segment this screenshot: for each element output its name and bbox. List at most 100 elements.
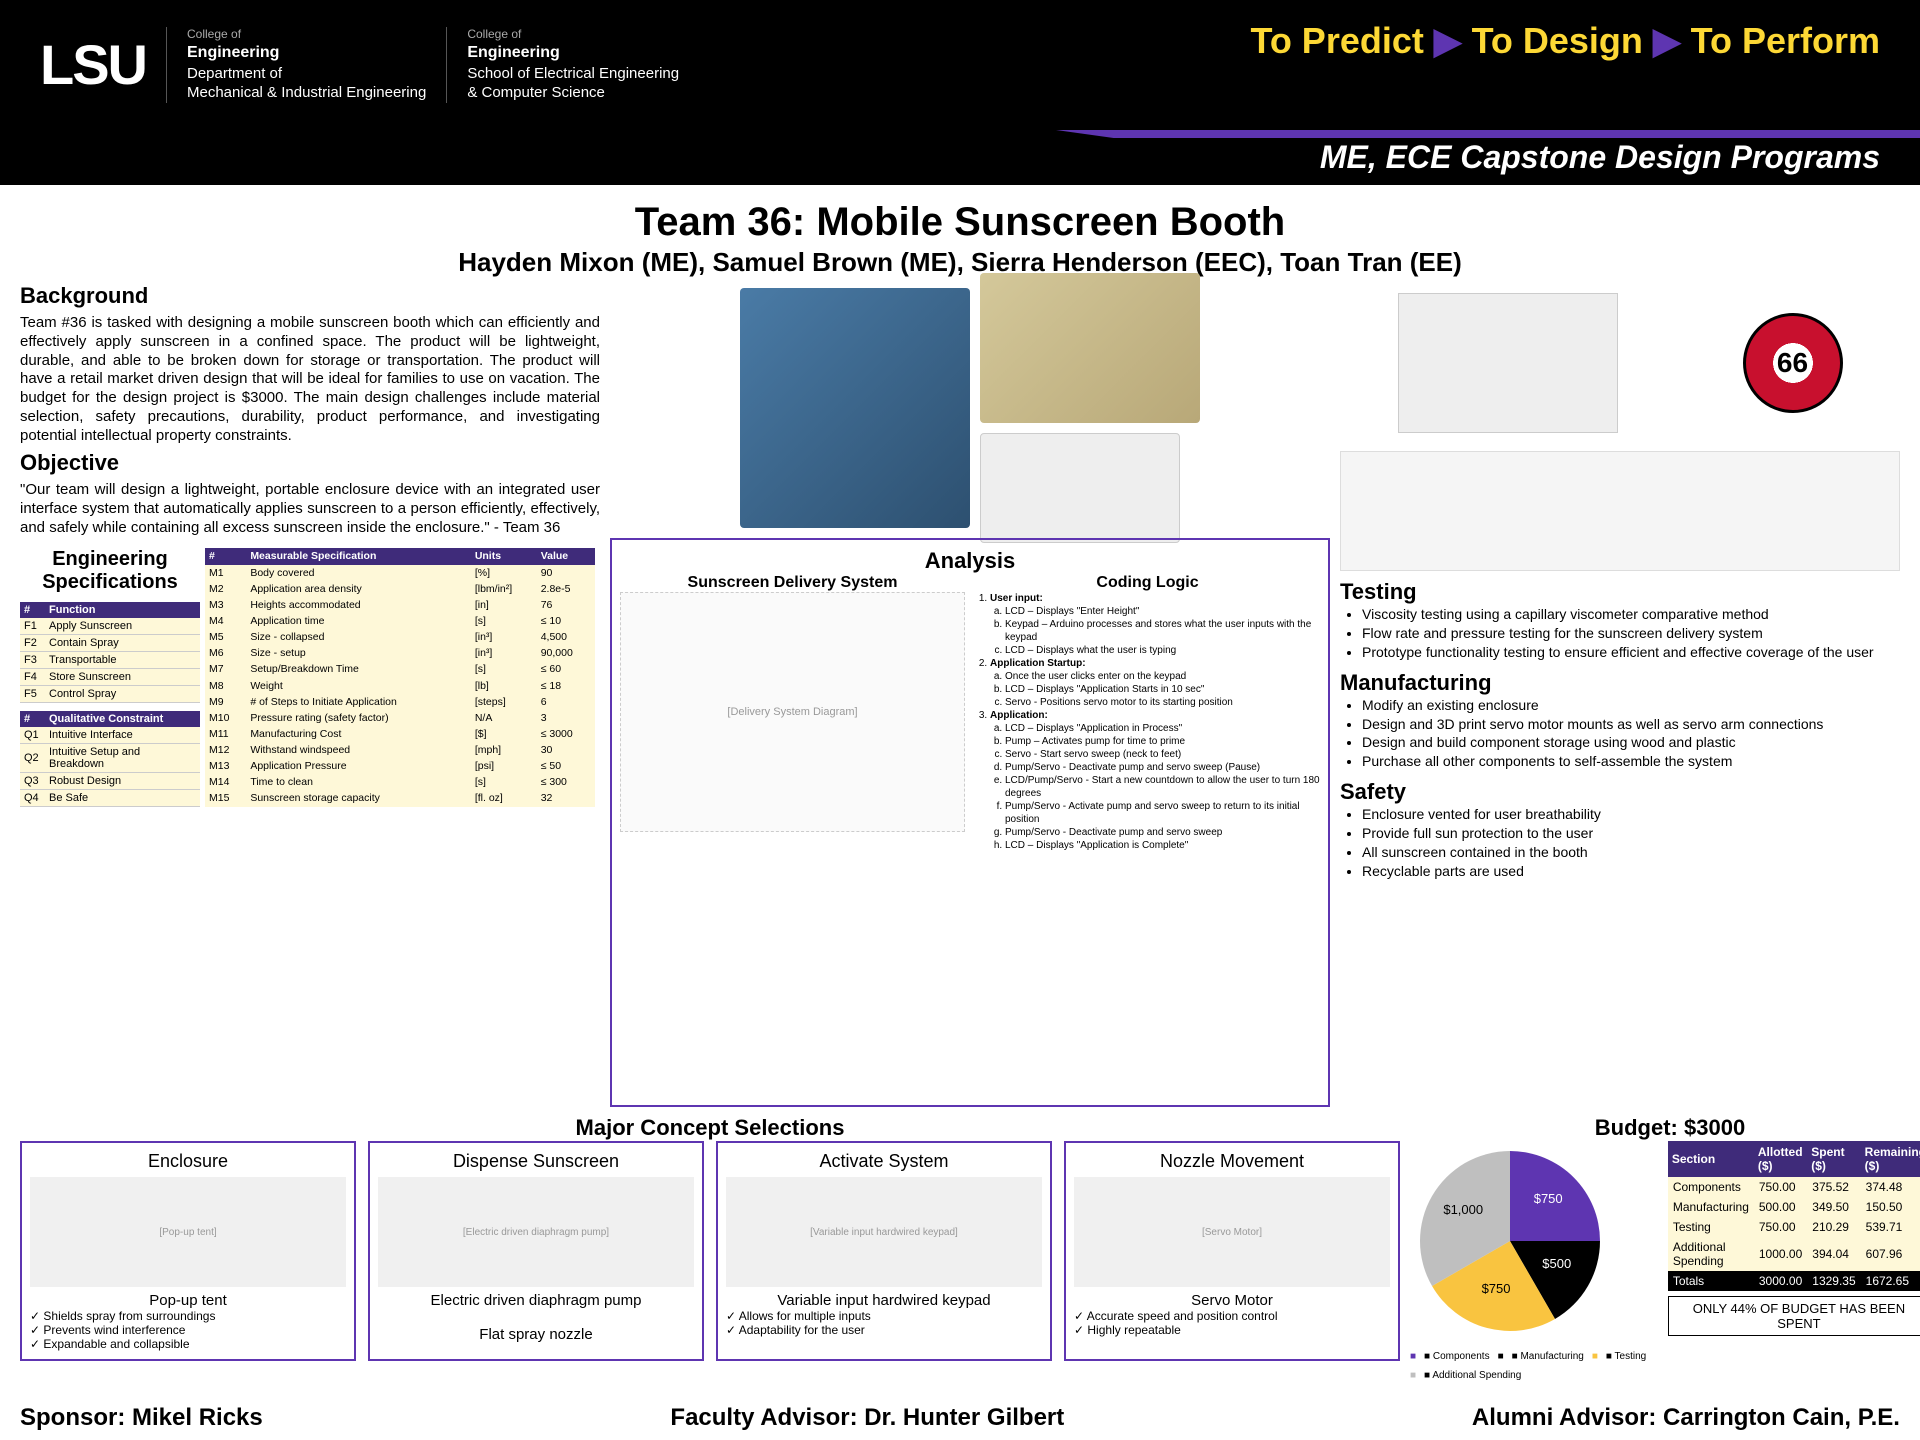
concept-image: [Variable input hardwired keypad] xyxy=(726,1177,1042,1287)
authors: Hayden Mixon (ME), Samuel Brown (ME), Si… xyxy=(20,247,1900,278)
safety-section: Safety Enclosure vented for user breatha… xyxy=(1340,779,1900,881)
list-item: Servo - Positions servo motor to its sta… xyxy=(1005,696,1320,709)
list-item: Allows for multiple inputs xyxy=(726,1309,1042,1323)
concept-image: [Pop-up tent] xyxy=(30,1177,346,1287)
list-item: Accurate speed and position control xyxy=(1074,1309,1390,1323)
table-row: M9# of Steps to Initiate Application[ste… xyxy=(205,694,595,710)
title-row: Team 36: Mobile Sunscreen Booth Hayden M… xyxy=(20,200,1900,278)
list-item: LCD – Displays "Application is Complete" xyxy=(1005,839,1320,852)
list-item: Prevents wind interference xyxy=(30,1323,346,1337)
table-row: M13Application Pressure[psi]≤ 50 xyxy=(205,758,595,774)
list-item: Once the user clicks enter on the keypad xyxy=(1005,670,1320,683)
budget-section: $750$500$750$1,000 ComponentsManufacturi… xyxy=(1410,1141,1920,1381)
concept-title: Enclosure xyxy=(148,1151,228,1172)
concepts-wrapper: Major Concept Selections Enclosure [Pop-… xyxy=(20,1115,1400,1381)
list-item: Shields spray from surroundings xyxy=(30,1309,346,1323)
sponsor-logos: 66 xyxy=(1340,283,1900,443)
bottom-section: Major Concept Selections Enclosure [Pop-… xyxy=(20,1115,1900,1381)
photo-row xyxy=(610,283,1330,533)
list-item: Modify an existing enclosure xyxy=(1362,696,1900,715)
concept-card: Activate System [Variable input hardwire… xyxy=(716,1141,1052,1361)
concept-title: Activate System xyxy=(819,1151,948,1172)
table-row: M10Pressure rating (safety factor)N/A3 xyxy=(205,710,595,726)
spec-left-tables: Engineering Specifications #Function F1A… xyxy=(20,548,200,807)
list-item: LCD – Displays "Application Starts in 10… xyxy=(1005,683,1320,696)
concept-card: Dispense Sunscreen [Electric driven diap… xyxy=(368,1141,704,1361)
list-item: Pump/Servo - Deactivate pump and servo s… xyxy=(1005,826,1320,839)
poster: LSU College of Engineering Department of… xyxy=(0,0,1920,1440)
logo-block: LSU College of Engineering Department of… xyxy=(40,27,679,102)
concept-image: [Servo Motor] xyxy=(1074,1177,1390,1287)
list-item: Keypad – Arduino processes and stores wh… xyxy=(1005,618,1320,644)
table-row: M7Setup/Breakdown Time[s]≤ 60 xyxy=(205,661,595,677)
pie-wrapper: $750$500$750$1,000 ComponentsManufacturi… xyxy=(1410,1141,1658,1381)
dept-mie: College of Engineering Department of Mec… xyxy=(166,27,426,102)
table-row: M12Withstand windspeed[mph]30 xyxy=(205,742,595,758)
concept-title: Dispense Sunscreen xyxy=(453,1151,619,1172)
specs-heading: Engineering Specifications xyxy=(20,548,200,594)
poster-title: Team 36: Mobile Sunscreen Booth xyxy=(20,200,1900,245)
tagline: To Predict ▶ To Design ▶ To Perform xyxy=(1251,20,1881,62)
background-heading: Background xyxy=(20,283,600,309)
legend-item xyxy=(1498,1351,1504,1362)
testing-section: Testing Viscosity testing using a capill… xyxy=(1340,579,1900,662)
table-row: M3Heights accommodated[in]76 xyxy=(205,597,595,613)
list-item: LCD – Displays what the user is typing xyxy=(1005,644,1320,657)
middle-column: Analysis Sunscreen Delivery System [Deli… xyxy=(610,283,1330,1107)
legend-item xyxy=(1410,1370,1416,1381)
list-item: Flow rate and pressure testing for the s… xyxy=(1362,624,1900,643)
table-row: F2Contain Spray xyxy=(20,634,200,651)
component-photo xyxy=(980,433,1180,543)
list-item: Recyclable parts are used xyxy=(1362,862,1900,881)
subheader: ME, ECE Capstone Design Programs xyxy=(0,130,1920,185)
list-item: Enclosure vented for user breathability xyxy=(1362,805,1900,824)
table-row: M1Body covered[%]90 xyxy=(205,565,595,581)
table-row: Additional Spending1000.00394.04607.96 xyxy=(1668,1237,1920,1271)
concept-image: [Electric driven diaphragm pump] xyxy=(378,1177,694,1287)
pie-legend: ComponentsManufacturingTestingAdditional… xyxy=(1410,1351,1658,1381)
right-column: 66 Testing Viscosity testing using a cap… xyxy=(1340,283,1900,1107)
measurable-table: # Measurable Specification Units Value M… xyxy=(205,548,595,807)
budget-table: Section Allotted ($) Spent ($) Remaining… xyxy=(1668,1141,1920,1291)
concept-title: Nozzle Movement xyxy=(1160,1151,1304,1172)
sponsor-text: Sponsor: Mikel Ricks xyxy=(20,1404,263,1432)
svg-text:$750: $750 xyxy=(1482,1281,1511,1296)
footer: Sponsor: Mikel Ricks Faculty Advisor: Dr… xyxy=(0,1396,1920,1440)
table-row: Q2Intuitive Setup and Breakdown xyxy=(20,743,200,772)
phillips66-logo: 66 xyxy=(1743,313,1843,413)
analysis-heading: Analysis xyxy=(620,548,1320,574)
alumni-text: Alumni Advisor: Carrington Cain, P.E. xyxy=(1472,1404,1900,1432)
list-item: Highly repeatable xyxy=(1074,1323,1390,1337)
list-item: Prototype functionality testing to ensur… xyxy=(1362,643,1900,662)
table-row: Q4Be Safe xyxy=(20,789,200,806)
list-item: Pump – Activates pump for time to prime xyxy=(1005,735,1320,748)
list-item: Purchase all other components to self-as… xyxy=(1362,752,1900,771)
list-item: LCD – Displays "Application in Process" xyxy=(1005,722,1320,735)
controller-photo xyxy=(1340,451,1900,571)
table-row: F1Apply Sunscreen xyxy=(20,618,200,635)
table-row: M6Size - setup[in³]90,000 xyxy=(205,645,595,661)
list-item: LCD – Displays "Enter Height" xyxy=(1005,605,1320,618)
lsu-logo: LSU xyxy=(40,32,146,97)
table-row: Manufacturing500.00349.50150.50 xyxy=(1668,1197,1920,1217)
dept-eecs: College of Engineering School of Electri… xyxy=(446,27,679,102)
list-item: All sunscreen contained in the booth xyxy=(1362,843,1900,862)
list-item: Design and 3D print servo motor mounts a… xyxy=(1362,715,1900,734)
coding-logic-list: User input:LCD – Displays "Enter Height"… xyxy=(975,592,1320,852)
list-item: Pump/Servo - Deactivate pump and servo s… xyxy=(1005,761,1320,774)
list-item: Design and build component storage using… xyxy=(1362,733,1900,752)
subheader-text: ME, ECE Capstone Design Programs xyxy=(1320,139,1880,176)
list-item: LCD/Pump/Servo - Start a new countdown t… xyxy=(1005,774,1320,800)
svg-text:$500: $500 xyxy=(1542,1256,1571,1271)
concepts-row: Enclosure [Pop-up tent] Pop-up tent Shie… xyxy=(20,1141,1400,1361)
list-item: Viscosity testing using a capillary visc… xyxy=(1362,605,1900,624)
table-row: M8Weight[lb]≤ 18 xyxy=(205,677,595,693)
arrow-icon: ▶ xyxy=(1434,20,1462,61)
delivery-system: Sunscreen Delivery System [Delivery Syst… xyxy=(620,574,965,852)
budget-pie-chart: $750$500$750$1,000 xyxy=(1410,1141,1610,1341)
list-item: Adaptability for the user xyxy=(726,1323,1042,1337)
list-item: Provide full sun protection to the user xyxy=(1362,824,1900,843)
left-column: Background Team #36 is tasked with desig… xyxy=(20,283,600,1107)
prototype-tent-photo xyxy=(740,288,970,528)
legend-item xyxy=(1592,1351,1598,1362)
